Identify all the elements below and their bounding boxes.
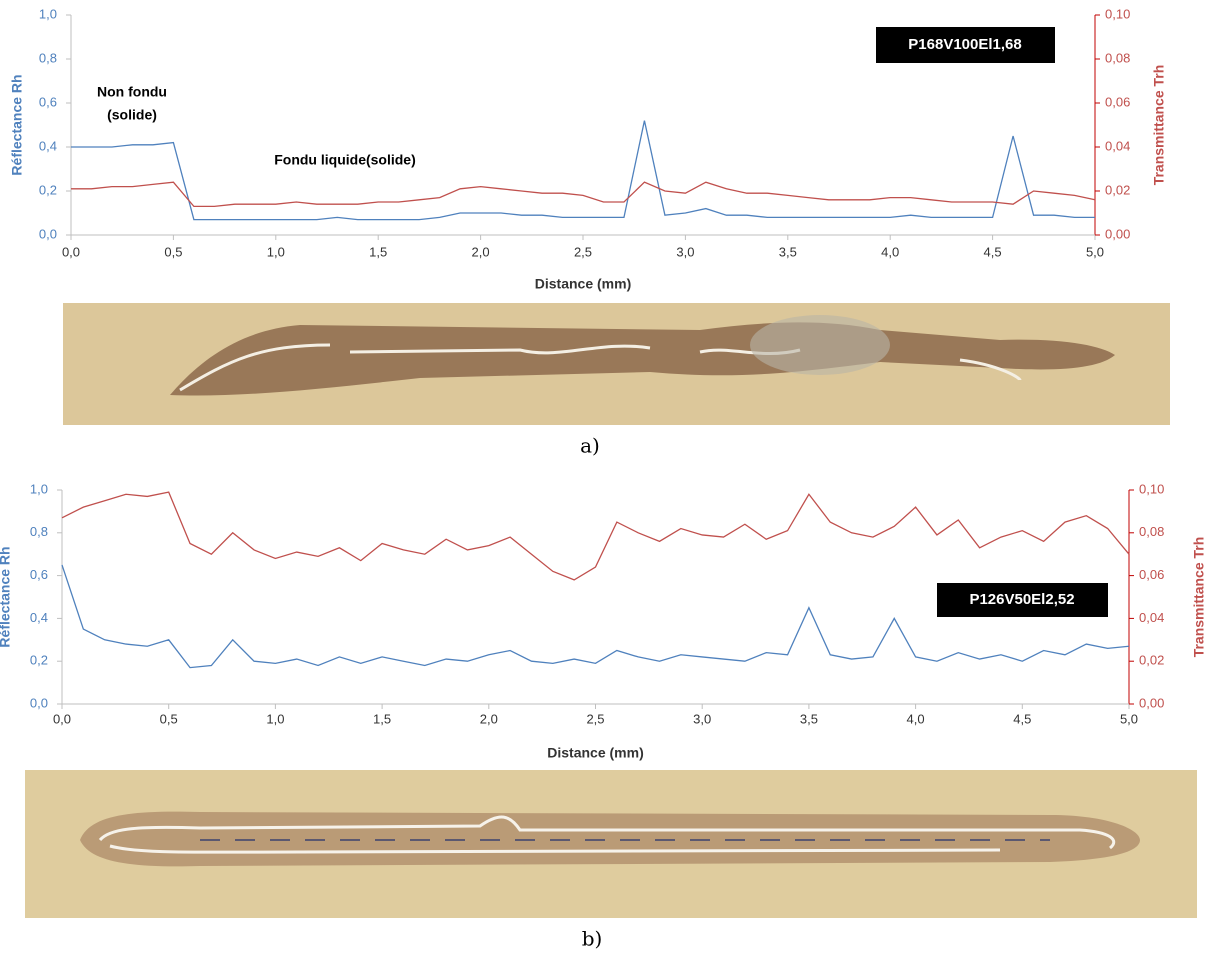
caption: a)	[580, 434, 600, 458]
x-tick-label: 2,5	[586, 711, 604, 726]
y2-axis-label: Transmittance Trh	[1191, 537, 1207, 658]
x-tick-label: 5,0	[1120, 711, 1138, 726]
x-tick-label: 4,5	[984, 244, 1002, 259]
y2-axis-label: Transmittance Trh	[1151, 65, 1167, 186]
y2-tick-label: 0,02	[1139, 653, 1164, 668]
series-line	[71, 120, 1095, 221]
annotation: P126V50El2,52	[969, 591, 1074, 608]
y-tick-label: 0,2	[30, 653, 48, 668]
series-line	[61, 491, 1130, 581]
y2-tick-label: 0,00	[1139, 695, 1164, 710]
y2-tick-label: 0,04	[1139, 610, 1164, 625]
x-tick-label: 3,5	[779, 244, 797, 259]
x-tick-label: 4,5	[1013, 711, 1031, 726]
y2-tick-label: 0,06	[1105, 94, 1130, 109]
y-tick-label: 0,0	[30, 695, 48, 710]
y-axis-label: Réflectance Rh	[0, 546, 13, 647]
y-tick-label: 0,0	[39, 226, 57, 241]
y-tick-label: 0,8	[30, 524, 48, 539]
annotation: (solide)	[107, 107, 157, 123]
x-tick-label: 1,5	[373, 711, 391, 726]
y2-tick-label: 0,08	[1105, 50, 1130, 65]
x-tick-label: 1,5	[369, 244, 387, 259]
x-tick-label: 2,5	[574, 244, 592, 259]
y-tick-label: 1,0	[30, 481, 48, 496]
x-tick-label: 2,0	[480, 711, 498, 726]
x-axis-label: Distance (mm)	[535, 276, 631, 292]
x-tick-label: 5,0	[1086, 244, 1104, 259]
x-tick-label: 3,0	[676, 244, 694, 259]
y2-tick-label: 0,08	[1139, 524, 1164, 539]
y-tick-label: 0,8	[39, 50, 57, 65]
y-tick-label: 0,4	[39, 138, 57, 153]
x-tick-label: 0,0	[53, 711, 71, 726]
x-axis-label: Distance (mm)	[547, 745, 643, 761]
y-tick-label: 0,6	[39, 94, 57, 109]
x-tick-label: 4,0	[907, 711, 925, 726]
series-line	[61, 564, 1130, 669]
caption: b)	[582, 927, 603, 951]
y-tick-label: 0,2	[39, 182, 57, 197]
photo	[63, 303, 1170, 425]
x-tick-label: 1,0	[267, 244, 285, 259]
photo	[25, 770, 1197, 918]
annotation: P168V100El1,68	[908, 36, 1021, 53]
x-tick-label: 3,0	[693, 711, 711, 726]
y2-tick-label: 0,00	[1105, 226, 1130, 241]
annotation: Fondu liquide(solide)	[274, 152, 416, 168]
x-tick-label: 0,5	[160, 711, 178, 726]
series-line	[71, 181, 1096, 208]
x-tick-label: 0,0	[62, 244, 80, 259]
y2-tick-label: 0,06	[1139, 567, 1164, 582]
annotation-box	[937, 583, 1108, 617]
y-axis-label: Réflectance Rh	[9, 74, 25, 175]
y2-tick-label: 0,04	[1105, 138, 1130, 153]
y-tick-label: 1,0	[39, 6, 57, 21]
annotation: Non fondu	[97, 84, 167, 100]
x-tick-label: 2,0	[472, 244, 490, 259]
y2-tick-label: 0,10	[1139, 481, 1164, 496]
y-tick-label: 0,6	[30, 567, 48, 582]
y2-tick-label: 0,10	[1105, 6, 1130, 21]
x-tick-label: 4,0	[881, 244, 899, 259]
annotation-box	[876, 27, 1055, 63]
x-tick-label: 0,5	[164, 244, 182, 259]
x-tick-label: 1,0	[266, 711, 284, 726]
y-tick-label: 0,4	[30, 610, 48, 625]
y2-tick-label: 0,02	[1105, 182, 1130, 197]
x-tick-label: 3,5	[800, 711, 818, 726]
